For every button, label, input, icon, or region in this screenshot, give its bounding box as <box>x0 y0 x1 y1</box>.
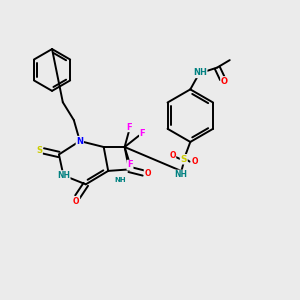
Text: O: O <box>73 196 80 206</box>
Text: S: S <box>181 155 187 164</box>
Text: O: O <box>221 77 228 86</box>
Text: O: O <box>169 152 176 160</box>
Text: NH: NH <box>114 177 126 183</box>
Text: NH: NH <box>193 68 207 77</box>
Text: O: O <box>144 169 151 178</box>
Text: O: O <box>191 157 198 166</box>
Text: F: F <box>127 160 133 169</box>
Text: F: F <box>126 122 132 131</box>
Text: F: F <box>140 129 145 138</box>
Text: N: N <box>76 136 83 146</box>
Text: NH: NH <box>174 170 187 179</box>
Text: NH: NH <box>57 171 70 180</box>
Text: S: S <box>36 146 42 154</box>
